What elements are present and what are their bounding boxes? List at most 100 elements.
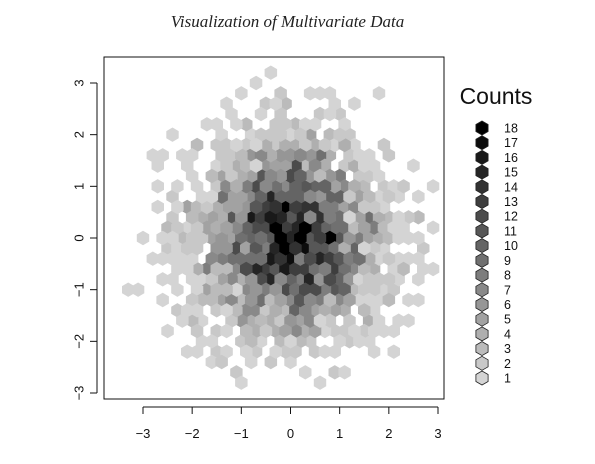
hexbin-cell	[279, 137, 292, 153]
hexbin-cell	[367, 344, 381, 359]
hexbin-cell	[215, 272, 228, 287]
hexbin-cell	[244, 251, 258, 266]
hexbin-cell	[274, 86, 287, 101]
hexbin-cell	[215, 168, 228, 184]
hexbin-cell	[181, 344, 194, 359]
hexbin-cells	[122, 65, 440, 390]
hexbin-cell	[377, 137, 391, 153]
hexbin-cell	[426, 261, 440, 277]
hexbin-cell	[269, 303, 282, 318]
hexbin-cell	[249, 282, 263, 297]
x-tick-label: 1	[336, 426, 343, 441]
hexbin-cell	[367, 282, 381, 297]
hexbin-cell	[235, 189, 248, 204]
hexbin-cell	[230, 241, 243, 256]
hexbin-cell	[402, 210, 415, 225]
hexbin-cell	[392, 189, 405, 204]
hexbin-cell	[215, 230, 228, 246]
hexbin-cell	[274, 272, 287, 287]
legend-swatch	[475, 282, 489, 298]
hexbin-cell	[190, 303, 204, 318]
hexbin-cell	[289, 179, 302, 194]
hexbin-cell	[190, 179, 204, 194]
hexbin-cell	[353, 251, 366, 266]
hexbin-cell	[402, 251, 415, 266]
hexbin-cell	[348, 261, 361, 277]
legend-label: 2	[504, 357, 511, 371]
legend-label: 16	[504, 151, 518, 165]
hexbin-cell	[240, 303, 253, 318]
legend-swatch	[475, 194, 489, 209]
hexbin-cell	[348, 96, 361, 111]
hexbin-cell	[367, 158, 381, 173]
hexbin-cell	[235, 86, 248, 101]
y-tick-label: 3	[71, 79, 86, 86]
hexbin-cell	[244, 272, 258, 287]
hexbin-cell	[382, 210, 396, 225]
hexbin-cell	[240, 220, 253, 235]
hexbin-cell	[235, 272, 248, 287]
hexbin-cell	[328, 323, 341, 339]
hexbin-cell	[249, 261, 263, 277]
hexbin-cell	[279, 158, 292, 173]
hexbin-cell	[338, 365, 351, 380]
hexbin-cell	[225, 313, 238, 328]
hexbin-cell	[210, 199, 223, 215]
hexbin-cell	[254, 292, 268, 308]
hexbin-cell	[358, 220, 371, 235]
hexbin-cell	[294, 313, 307, 328]
legend-label: 3	[504, 342, 511, 356]
hexbin-cell	[377, 282, 391, 297]
y-tick-label: −1	[71, 282, 86, 297]
hexbin-cell	[166, 189, 179, 204]
hexbin-cell	[362, 230, 376, 246]
hexbin-cell	[289, 199, 302, 215]
hexbin-cell	[348, 137, 361, 153]
hexbin-cell	[274, 210, 287, 225]
legend-title: Counts	[460, 83, 533, 109]
hexbin-cell	[185, 148, 199, 163]
hexbin-cell	[244, 168, 258, 184]
hexbin-cell	[323, 313, 337, 328]
hexbin-cell	[377, 199, 391, 215]
hexbin-cell	[215, 148, 228, 163]
hexbin-cell	[230, 303, 243, 318]
hexbin-cell	[313, 230, 327, 246]
hexbin-cell	[166, 230, 179, 246]
hexbin-cell	[367, 199, 381, 215]
hexbin-cell	[254, 168, 268, 184]
hexbin-cell	[254, 251, 268, 266]
hexbin-cell	[269, 241, 282, 256]
hexbin-cell	[367, 241, 381, 256]
hexbin-cell	[303, 334, 317, 349]
hexbin-cell	[254, 148, 268, 163]
hexbin-cell	[323, 148, 337, 163]
hexbin-cell	[358, 179, 371, 194]
hexbin-cell	[220, 323, 233, 339]
hexbin-cell	[259, 261, 273, 277]
hexbin-cell	[372, 313, 386, 328]
hexbin-cell	[358, 241, 371, 256]
hexbin-cell	[205, 230, 219, 246]
hexbin-cell	[274, 230, 287, 246]
hexbin-cell	[185, 272, 199, 287]
hexbin-cell	[372, 251, 386, 266]
hexbin-cell	[279, 282, 292, 297]
hexbin-cell	[156, 272, 169, 287]
hexbin-cell	[313, 106, 327, 122]
hexbin-cell	[279, 261, 292, 277]
hexbin-cell	[426, 179, 440, 194]
hexbin-cell	[289, 282, 302, 297]
hexbin-cell	[259, 199, 273, 215]
hexbin-cell	[215, 127, 228, 142]
hexbin-cell	[235, 230, 248, 246]
hexbin-cell	[249, 199, 263, 215]
hexbin-cell	[254, 313, 268, 328]
hexbin-cell	[299, 282, 312, 297]
hexbin-cell	[181, 199, 194, 215]
hexbin-cell	[333, 251, 346, 266]
hexbin-cell	[215, 189, 228, 204]
hexbin-cell	[323, 272, 337, 287]
hexbin-cell	[372, 168, 386, 184]
